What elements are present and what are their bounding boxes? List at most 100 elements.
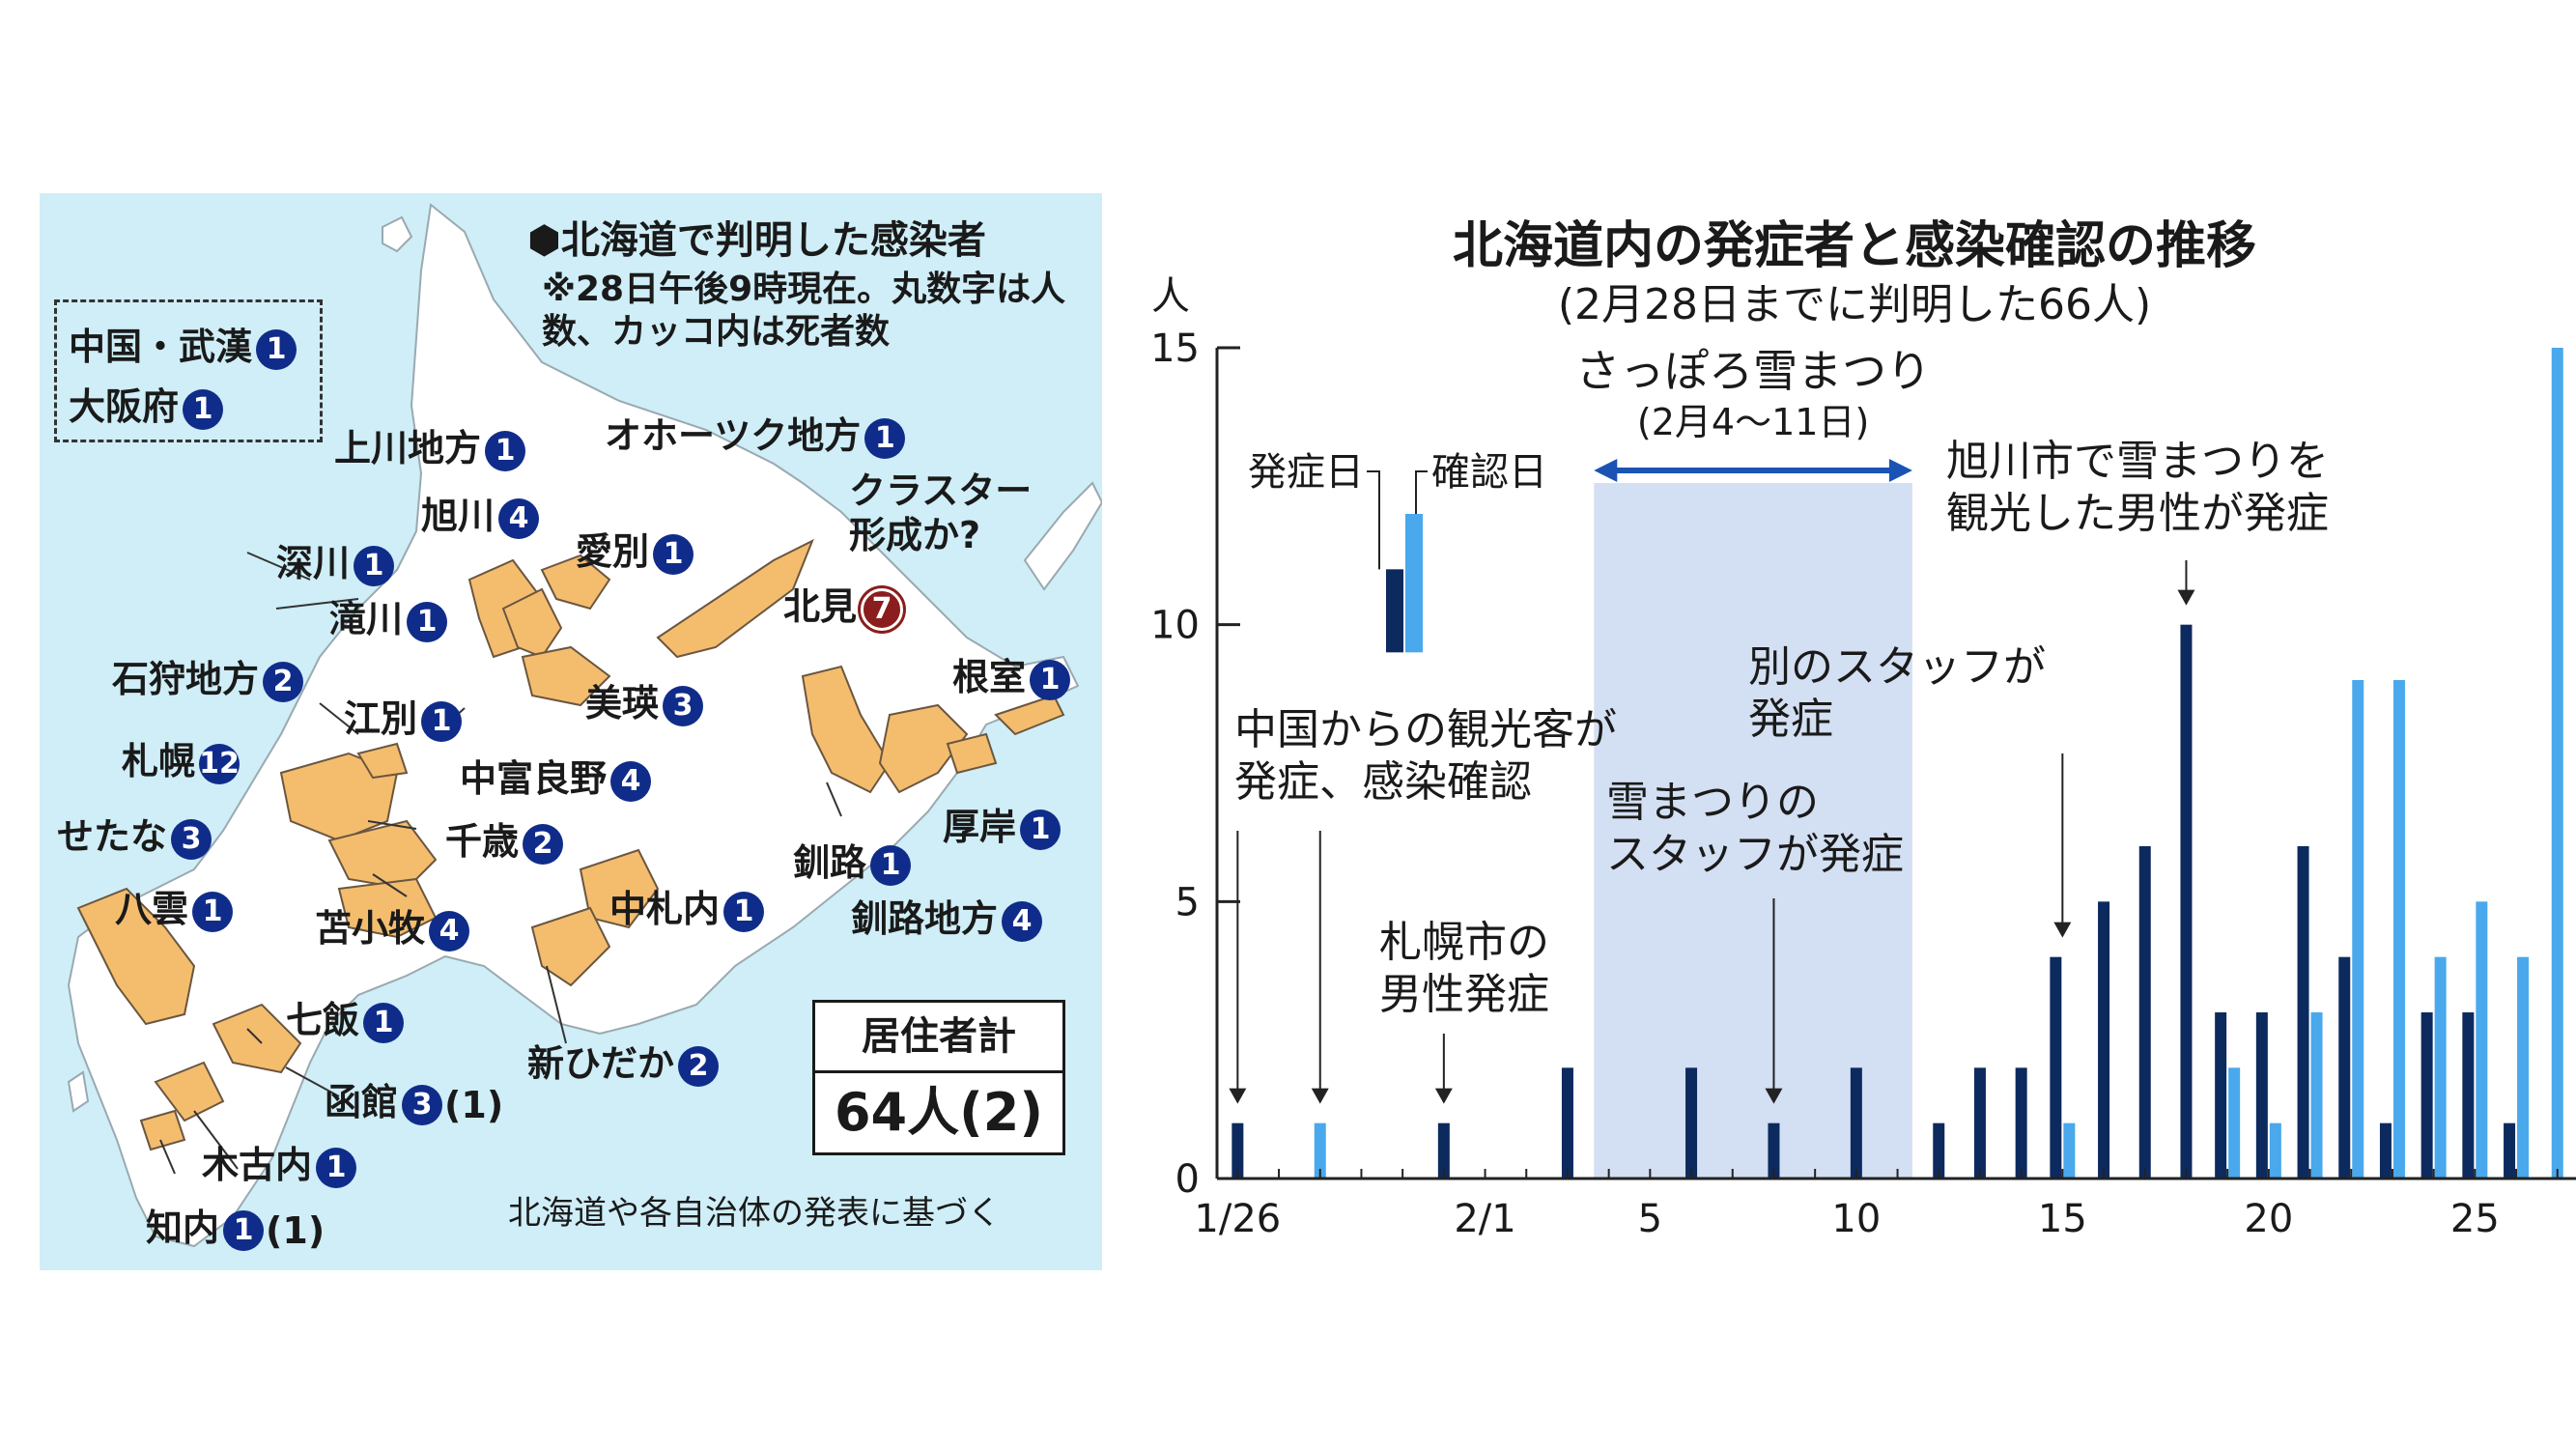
festival-arrow-left [1594, 459, 1618, 482]
rishiri-island [382, 215, 413, 253]
outside-cases-box [54, 299, 323, 442]
area-shinhidaka [530, 906, 611, 987]
bar-confirmed [2434, 956, 2447, 1179]
region-biei: 美瑛 3 [585, 673, 704, 726]
legend-confirmed-leader [1415, 470, 1428, 514]
annotation-arrow-head [1765, 1088, 1783, 1104]
x-tick-label: 20 [2244, 1197, 2293, 1241]
legend-confirmed-label: 確認日 [1431, 450, 1547, 495]
region-sapporo: 札幌 12 [122, 740, 241, 784]
region-kushiro: 釧路 1 [793, 833, 912, 886]
chart-panel: 北海道内の発症者と感染確認の推移 (2月28日までに判明した66人) 人 さっぽ… [1130, 193, 2576, 1285]
bar-confirmed [2228, 1067, 2241, 1179]
map-note: ※28日午後9時現在。丸数字は人数、カッコ内は死者数 [542, 270, 1066, 352]
annotation-line: 観光した男性が発症 [1946, 489, 2329, 538]
area-asahikawa [501, 587, 563, 659]
chart-title: 北海道内の発症者と感染確認の推移 [1453, 217, 2256, 275]
bar-confirmed [2392, 680, 2405, 1179]
map-source-note: 北海道や各自治体の発表に基づく [508, 1194, 1001, 1233]
infected-areas [76, 538, 1065, 1151]
festival-arrow-right [1888, 459, 1912, 482]
bar-confirmed [2352, 680, 2364, 1179]
annotation-line: 雪まつりの [1606, 778, 1819, 827]
area-kitami [656, 538, 814, 659]
onset-confirmation-chart: 北海道内の発症者と感染確認の推移 (2月28日までに判明した66人) 人 さっぽ… [1150, 217, 2576, 1241]
region-ishikari: 石狩地方 2 [112, 649, 304, 702]
x-tick-label: 1/26 [1194, 1197, 1281, 1241]
bar-onset [2504, 1122, 2516, 1179]
annotation-line: 中国からの観光客が [1234, 705, 1617, 754]
region-chitose: 千歳 2 [445, 811, 564, 865]
bar-onset [1561, 1067, 1573, 1179]
area-ebetsu [356, 742, 409, 780]
region-shiriuchi: 知内 1 (1) [146, 1207, 326, 1252]
bar-onset [2420, 1012, 2433, 1179]
bar-onset [1231, 1122, 1244, 1179]
region-takikawa: 滝川 1 [329, 589, 448, 642]
bar-onset [2462, 1012, 2475, 1179]
legend-onset-label: 発症日 [1248, 450, 1364, 495]
region-kushiro-region: 釧路地方 4 [851, 889, 1043, 942]
annotation-line: スタッフが発症 [1606, 830, 1904, 879]
annotation-line: 男性発症 [1379, 970, 1549, 1019]
x-tick-label: 28 [2574, 1197, 2576, 1241]
region-hakodate: 函館 3 (1) [325, 1081, 504, 1126]
bar-onset [1933, 1122, 1945, 1179]
area-akkeshi [946, 732, 998, 775]
x-tick-label: 15 [2038, 1197, 2087, 1241]
bar-confirmed [2269, 1122, 2281, 1179]
region-ebetsu: 江別 1 [344, 689, 463, 742]
area-aibetsu [540, 554, 611, 611]
area-tomakomai [337, 877, 438, 939]
annotation-line: 別のスタッフが [1748, 642, 2046, 692]
region-okhotsk: オホーツク地方 1 [605, 406, 906, 459]
resident-total-box: 居住者計 64人(2) [812, 1000, 1065, 1155]
bar-confirmed [2476, 901, 2488, 1179]
annotation-line: 旭川市で雪まつりを [1946, 437, 2329, 486]
bar-onset [2297, 846, 2309, 1179]
festival-period-band [1594, 483, 1912, 1179]
okushiri-island [67, 1070, 90, 1113]
annotation-arrow-head [1229, 1088, 1247, 1104]
x-tick-label: 5 [1638, 1197, 1662, 1241]
kunashiri-island [1023, 481, 1102, 591]
bar-onset [1973, 1067, 1986, 1179]
area-setana-yakumo [76, 887, 196, 1026]
bar-onset [1437, 1122, 1450, 1179]
region-akkeshi: 厚岸 1 [943, 797, 1062, 850]
bar-onset [2180, 624, 2193, 1179]
y-tick-label: 10 [1150, 604, 1200, 648]
annotation-arrow-head [2053, 922, 2072, 938]
area-biei [521, 645, 611, 707]
outside-osaka: 大阪府 1 [69, 377, 224, 430]
bar-confirmed [1314, 1122, 1326, 1179]
bar-onset [2255, 1012, 2268, 1179]
hokkaido-map [67, 203, 1102, 1248]
bar-onset [1685, 1067, 1698, 1179]
bar-onset [1768, 1122, 1780, 1179]
outside-wuhan: 中国・武漢 1 [69, 317, 297, 370]
chart-subtitle: (2月28日までに判明した66人) [1558, 280, 2151, 329]
area-nemuro [994, 694, 1065, 736]
bar-confirmed [2310, 1012, 2323, 1179]
bar-confirmed [2517, 956, 2530, 1179]
region-kikonai: 木古内 1 [202, 1135, 357, 1188]
annotation-arrow-head [2177, 589, 2195, 606]
bar-onset [2338, 956, 2351, 1179]
bar-confirmed [2063, 1122, 2076, 1179]
region-setana: せたな 3 [57, 807, 212, 860]
area-sapporo [279, 752, 399, 842]
region-yakumo: 八雲 1 [115, 879, 234, 932]
legend-onset-leader [1367, 470, 1380, 570]
annotation-line: 発症、感染確認 [1234, 757, 1532, 807]
map-title: ⬢北海道で判明した感染者 [527, 218, 986, 263]
area-kushiro [801, 665, 892, 794]
bar-onset [2138, 846, 2151, 1179]
hokkaido-land [67, 203, 1080, 1248]
bar-onset [2215, 1012, 2227, 1179]
region-nemuro: 根室 1 [952, 647, 1071, 700]
x-tick-label: 2/1 [1454, 1197, 1515, 1241]
region-asahikawa: 旭川 4 [421, 486, 540, 539]
y-axis-unit: 人 [1151, 274, 1190, 319]
bar-onset [2015, 1067, 2027, 1179]
